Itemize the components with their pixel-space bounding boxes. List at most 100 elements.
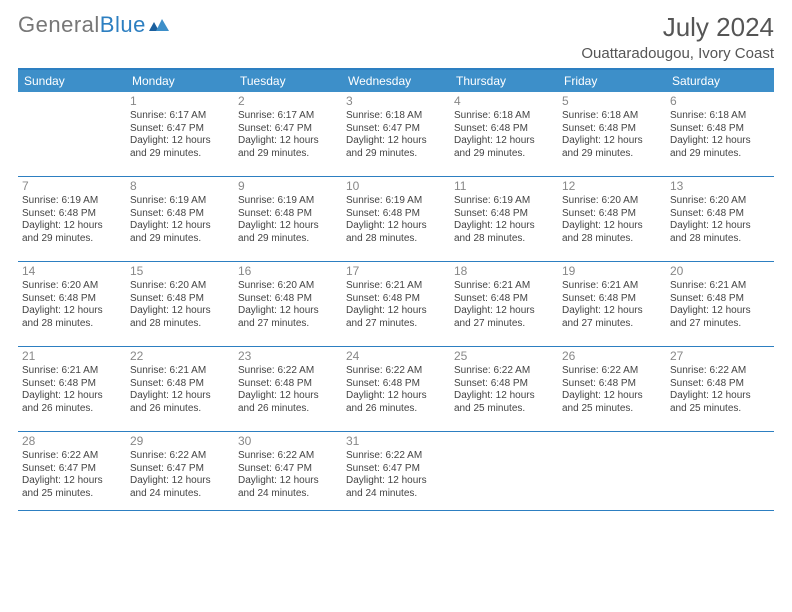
sunset-line: Sunset: 6:48 PM — [670, 123, 770, 136]
sunset-line: Sunset: 6:47 PM — [22, 463, 122, 476]
week-row: 28Sunrise: 6:22 AMSunset: 6:47 PMDayligh… — [18, 432, 774, 511]
day-number: 11 — [454, 179, 554, 194]
daylight-line-2: and 27 minutes. — [346, 318, 446, 331]
day-cell: 30Sunrise: 6:22 AMSunset: 6:47 PMDayligh… — [234, 432, 342, 510]
sunset-line: Sunset: 6:48 PM — [562, 208, 662, 221]
sunset-line: Sunset: 6:47 PM — [346, 123, 446, 136]
daylight-line-2: and 26 minutes. — [346, 403, 446, 416]
daylight-line-2: and 27 minutes. — [454, 318, 554, 331]
day-cell — [666, 432, 774, 510]
daylight-line-2: and 26 minutes. — [238, 403, 338, 416]
day-number: 20 — [670, 264, 770, 279]
day-cell: 16Sunrise: 6:20 AMSunset: 6:48 PMDayligh… — [234, 262, 342, 346]
sunset-line: Sunset: 6:48 PM — [22, 293, 122, 306]
day-cell — [558, 432, 666, 510]
sunrise-line: Sunrise: 6:21 AM — [562, 280, 662, 293]
sunrise-line: Sunrise: 6:18 AM — [670, 110, 770, 123]
daylight-line-2: and 27 minutes. — [238, 318, 338, 331]
day-cell: 13Sunrise: 6:20 AMSunset: 6:48 PMDayligh… — [666, 177, 774, 261]
sunset-line: Sunset: 6:47 PM — [238, 463, 338, 476]
day-number: 5 — [562, 94, 662, 109]
sunrise-line: Sunrise: 6:20 AM — [238, 280, 338, 293]
day-number: 18 — [454, 264, 554, 279]
week-row: 21Sunrise: 6:21 AMSunset: 6:48 PMDayligh… — [18, 347, 774, 432]
day-cell: 21Sunrise: 6:21 AMSunset: 6:48 PMDayligh… — [18, 347, 126, 431]
day-cell: 3Sunrise: 6:18 AMSunset: 6:47 PMDaylight… — [342, 92, 450, 176]
daylight-line-2: and 24 minutes. — [238, 488, 338, 501]
sunrise-line: Sunrise: 6:18 AM — [346, 110, 446, 123]
sunrise-line: Sunrise: 6:22 AM — [238, 450, 338, 463]
sunset-line: Sunset: 6:48 PM — [346, 208, 446, 221]
day-cell: 2Sunrise: 6:17 AMSunset: 6:47 PMDaylight… — [234, 92, 342, 176]
daylight-line-2: and 29 minutes. — [454, 148, 554, 161]
day-header-row: SundayMondayTuesdayWednesdayThursdayFrid… — [18, 70, 774, 92]
day-header-cell: Wednesday — [342, 70, 450, 92]
sunrise-line: Sunrise: 6:21 AM — [346, 280, 446, 293]
sunset-line: Sunset: 6:48 PM — [562, 123, 662, 136]
daylight-line-1: Daylight: 12 hours — [670, 135, 770, 148]
day-header-cell: Friday — [558, 70, 666, 92]
day-cell: 14Sunrise: 6:20 AMSunset: 6:48 PMDayligh… — [18, 262, 126, 346]
day-number: 17 — [346, 264, 446, 279]
sunset-line: Sunset: 6:48 PM — [670, 208, 770, 221]
day-header-cell: Tuesday — [234, 70, 342, 92]
daylight-line-1: Daylight: 12 hours — [130, 220, 230, 233]
daylight-line-2: and 27 minutes. — [562, 318, 662, 331]
day-number: 29 — [130, 434, 230, 449]
daylight-line-1: Daylight: 12 hours — [130, 135, 230, 148]
sunset-line: Sunset: 6:48 PM — [454, 208, 554, 221]
title-block: July 2024 Ouattaradougou, Ivory Coast — [581, 12, 774, 62]
day-number: 23 — [238, 349, 338, 364]
day-cell: 20Sunrise: 6:21 AMSunset: 6:48 PMDayligh… — [666, 262, 774, 346]
daylight-line-2: and 28 minutes. — [22, 318, 122, 331]
daylight-line-1: Daylight: 12 hours — [454, 305, 554, 318]
sunrise-line: Sunrise: 6:22 AM — [22, 450, 122, 463]
daylight-line-1: Daylight: 12 hours — [238, 135, 338, 148]
day-cell: 6Sunrise: 6:18 AMSunset: 6:48 PMDaylight… — [666, 92, 774, 176]
day-cell: 27Sunrise: 6:22 AMSunset: 6:48 PMDayligh… — [666, 347, 774, 431]
daylight-line-2: and 29 minutes. — [670, 148, 770, 161]
day-number: 22 — [130, 349, 230, 364]
daylight-line-1: Daylight: 12 hours — [346, 475, 446, 488]
sunset-line: Sunset: 6:48 PM — [130, 293, 230, 306]
day-number: 26 — [562, 349, 662, 364]
sunset-line: Sunset: 6:48 PM — [130, 378, 230, 391]
sunset-line: Sunset: 6:47 PM — [346, 463, 446, 476]
daylight-line-2: and 26 minutes. — [22, 403, 122, 416]
daylight-line-2: and 25 minutes. — [454, 403, 554, 416]
daylight-line-2: and 28 minutes. — [454, 233, 554, 246]
daylight-line-2: and 25 minutes. — [562, 403, 662, 416]
day-number: 8 — [130, 179, 230, 194]
day-cell: 28Sunrise: 6:22 AMSunset: 6:47 PMDayligh… — [18, 432, 126, 510]
sunset-line: Sunset: 6:48 PM — [562, 378, 662, 391]
daylight-line-1: Daylight: 12 hours — [562, 390, 662, 403]
sunrise-line: Sunrise: 6:17 AM — [130, 110, 230, 123]
sunrise-line: Sunrise: 6:17 AM — [238, 110, 338, 123]
daylight-line-1: Daylight: 12 hours — [562, 305, 662, 318]
daylight-line-1: Daylight: 12 hours — [562, 220, 662, 233]
day-cell: 24Sunrise: 6:22 AMSunset: 6:48 PMDayligh… — [342, 347, 450, 431]
daylight-line-2: and 29 minutes. — [346, 148, 446, 161]
sunrise-line: Sunrise: 6:22 AM — [670, 365, 770, 378]
day-header-cell: Monday — [126, 70, 234, 92]
sunrise-line: Sunrise: 6:18 AM — [562, 110, 662, 123]
sunrise-line: Sunrise: 6:22 AM — [238, 365, 338, 378]
day-cell: 8Sunrise: 6:19 AMSunset: 6:48 PMDaylight… — [126, 177, 234, 261]
location-text: Ouattaradougou, Ivory Coast — [581, 45, 774, 62]
day-number: 14 — [22, 264, 122, 279]
daylight-line-1: Daylight: 12 hours — [346, 220, 446, 233]
day-header-cell: Sunday — [18, 70, 126, 92]
sunrise-line: Sunrise: 6:19 AM — [454, 195, 554, 208]
sunset-line: Sunset: 6:48 PM — [346, 293, 446, 306]
day-number: 3 — [346, 94, 446, 109]
daylight-line-2: and 24 minutes. — [130, 488, 230, 501]
sunset-line: Sunset: 6:48 PM — [562, 293, 662, 306]
daylight-line-1: Daylight: 12 hours — [238, 220, 338, 233]
daylight-line-2: and 28 minutes. — [346, 233, 446, 246]
day-cell: 5Sunrise: 6:18 AMSunset: 6:48 PMDaylight… — [558, 92, 666, 176]
sunrise-line: Sunrise: 6:19 AM — [346, 195, 446, 208]
daylight-line-1: Daylight: 12 hours — [238, 475, 338, 488]
day-cell: 10Sunrise: 6:19 AMSunset: 6:48 PMDayligh… — [342, 177, 450, 261]
sunset-line: Sunset: 6:48 PM — [238, 208, 338, 221]
sunset-line: Sunset: 6:47 PM — [130, 463, 230, 476]
